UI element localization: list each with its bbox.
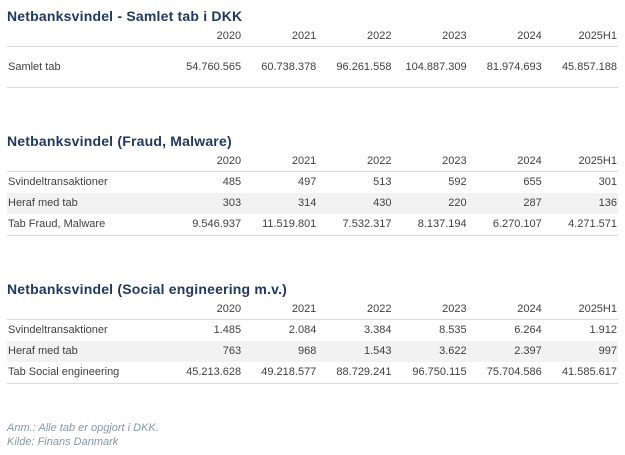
table-title: Netbanksvindel (Fraud, Malware)	[7, 133, 232, 149]
table-row: Tab Fraud, Malware 9.546.937 11.519.801 7.5…	[7, 214, 618, 236]
data-table: 2020 2021 2022 2023 2024 2025H1 Samlet tab 54.7…	[7, 29, 618, 88]
cell-value: 1.485	[213, 324, 242, 336]
row-label: Heraf med tab	[8, 197, 78, 209]
row-label: Tab Social engineering	[7, 362, 167, 384]
row-label: Samlet tab	[7, 46, 167, 88]
year-column-header: 2023	[392, 29, 468, 47]
cell-value: 8.137.194	[392, 214, 468, 236]
data-table: 2020 2021 2022 2023 2024 2025H1 Svindeltransak…	[7, 302, 618, 384]
year-column-header: 2022	[317, 154, 393, 172]
year-column-header: 2021	[242, 154, 318, 172]
year-column-header: 2023	[392, 302, 468, 320]
cell-value: 104.887.309	[392, 46, 468, 88]
cell-value: 41.585.617	[542, 362, 618, 384]
cell-value: 60.738.378	[242, 46, 318, 88]
year-column-header: 2024	[467, 29, 543, 47]
cell-value: 1.543	[363, 345, 392, 357]
cell-value: 3.384	[363, 324, 392, 336]
cell-value: 220	[448, 197, 467, 209]
cell-value: 3.622	[439, 345, 467, 357]
cell-value: 430	[373, 197, 392, 209]
year-column-header: 2025H1	[542, 154, 618, 172]
year-column-header: 2021	[242, 302, 318, 320]
cell-value: 9.546.937	[167, 214, 243, 236]
cell-value: 96.750.115	[392, 362, 468, 384]
cell-value: 1.912	[589, 324, 617, 336]
cell-value: 997	[598, 345, 617, 357]
cell-value: 6.264	[514, 324, 542, 336]
cell-value: 45.213.628	[167, 362, 243, 384]
cell-value: 314	[297, 197, 317, 209]
data-table: 2020 2021 2022 2023 2024 2025H1 Svindeltransak…	[7, 154, 618, 236]
cell-value: 968	[297, 345, 317, 357]
cell-value: 592	[448, 176, 467, 188]
table-row: Svindeltransaktioner 1.485 2.084 3.384 8.535…	[7, 320, 618, 342]
cell-value: 75.704.586	[467, 362, 543, 384]
year-column-header: 2020	[167, 154, 243, 172]
cell-value: 301	[598, 176, 617, 188]
year-column-header: 2022	[317, 29, 393, 47]
year-column-header: 2021	[242, 29, 318, 47]
table-title: Netbanksvindel (Social engineering m.v.)	[7, 281, 288, 297]
cell-value: 96.261.558	[317, 46, 393, 88]
footnotes: Anm.: Alle tab er opgjort i DKK. Kilde: …	[7, 421, 618, 449]
label-column-header	[7, 154, 167, 172]
year-column-header: 2024	[467, 154, 543, 172]
cell-value: 485	[222, 176, 242, 188]
footnote-source: Kilde: Finans Danmark	[7, 436, 119, 448]
cell-value: 11.519.801	[242, 214, 318, 236]
year-column-header: 2020	[167, 29, 243, 47]
row-label: Tab Fraud, Malware	[7, 214, 167, 236]
cell-value: 7.532.317	[317, 214, 393, 236]
cell-value: 81.974.693	[467, 46, 543, 88]
row-label: Svindeltransaktioner	[8, 176, 108, 188]
cell-value: 6.270.107	[467, 214, 543, 236]
table-row: Tab Social engineering 45.213.628 49.218.5…	[7, 362, 618, 384]
table-section: Netbanksvindel (Fraud, Malware) 2020 2021 2…	[7, 133, 618, 236]
cell-value: 4.271.571	[542, 214, 618, 236]
year-column-header: 2022	[317, 302, 393, 320]
cell-value: 287	[523, 197, 542, 209]
cell-value: 49.218.577	[242, 362, 318, 384]
cell-value: 8.535	[439, 324, 467, 336]
row-label: Heraf med tab	[8, 345, 78, 357]
cell-value: 2.084	[288, 324, 317, 336]
year-column-header: 2024	[467, 302, 543, 320]
table-row: Heraf med tab 763 968 1.543 3.622 2.397 997	[7, 341, 618, 362]
table-row: Samlet tab 54.760.565 60.738.378 96.261.558…	[7, 46, 618, 88]
cell-value: 513	[373, 176, 392, 188]
year-column-header: 2020	[167, 302, 243, 320]
cell-value: 303	[222, 197, 242, 209]
cell-value: 497	[297, 176, 317, 188]
year-column-header: 2023	[392, 154, 468, 172]
cell-value: 136	[598, 197, 617, 209]
cell-value: 655	[523, 176, 542, 188]
cell-value: 88.729.241	[317, 362, 393, 384]
header-row: 2020 2021 2022 2023 2024 2025H1	[7, 302, 618, 320]
table-section: Netbanksvindel (Social engineering m.v.)…	[7, 281, 618, 384]
table-row: Svindeltransaktioner 485 497 513 592 655 301	[7, 172, 618, 194]
header-row: 2020 2021 2022 2023 2024 2025H1	[7, 29, 618, 47]
cell-value: 54.760.565	[167, 46, 243, 88]
cell-value: 2.397	[514, 345, 542, 357]
label-column-header	[7, 29, 167, 47]
year-column-header: 2025H1	[542, 302, 618, 320]
year-column-header: 2025H1	[542, 29, 618, 47]
cell-value: 45.857.188	[542, 46, 618, 88]
footnote-note: Anm.: Alle tab er opgjort i DKK.	[7, 422, 159, 434]
table-title: Netbanksvindel - Samlet tab i DKK	[7, 8, 243, 24]
label-column-header	[7, 302, 167, 320]
table-row: Heraf med tab 303 314 430 220 287 136	[7, 193, 618, 214]
row-label: Svindeltransaktioner	[8, 324, 108, 336]
header-row: 2020 2021 2022 2023 2024 2025H1	[7, 154, 618, 172]
tables-container: Netbanksvindel - Samlet tab i DKK 2020 202…	[7, 8, 618, 384]
table-section: Netbanksvindel - Samlet tab i DKK 2020 202…	[7, 8, 618, 88]
cell-value: 763	[222, 345, 242, 357]
